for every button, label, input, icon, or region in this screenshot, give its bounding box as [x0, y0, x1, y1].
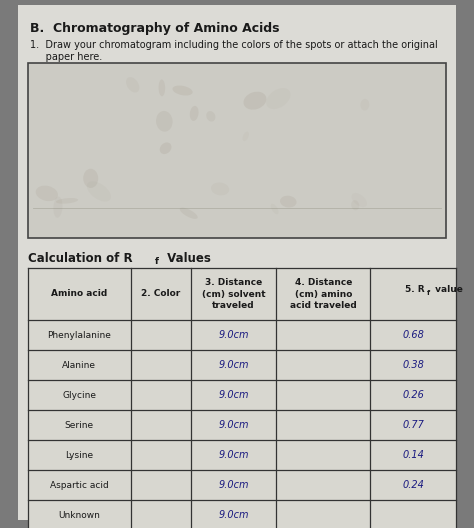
Text: Phenylalanine: Phenylalanine [47, 331, 111, 340]
Ellipse shape [351, 200, 359, 210]
Text: f: f [427, 290, 430, 296]
Text: Calculation of R: Calculation of R [28, 252, 133, 265]
Text: 9.0cm: 9.0cm [218, 420, 249, 430]
Text: 2. Color: 2. Color [141, 289, 180, 298]
Text: 0.14: 0.14 [402, 450, 424, 460]
Text: 5. R: 5. R [405, 285, 425, 294]
Text: Unknown: Unknown [58, 511, 100, 520]
Text: B.  Chromatography of Amino Acids: B. Chromatography of Amino Acids [30, 22, 280, 35]
Text: Aspartic acid: Aspartic acid [50, 480, 109, 489]
Text: Serine: Serine [65, 420, 94, 429]
Ellipse shape [180, 208, 198, 219]
Text: Lysine: Lysine [65, 450, 93, 459]
Text: 0.68: 0.68 [402, 330, 424, 340]
Ellipse shape [126, 77, 139, 92]
Ellipse shape [360, 99, 369, 110]
Text: 9.0cm: 9.0cm [218, 360, 249, 370]
Ellipse shape [244, 92, 266, 110]
Text: Alanine: Alanine [63, 361, 96, 370]
Text: 0.38: 0.38 [402, 360, 424, 370]
Ellipse shape [173, 86, 192, 96]
Ellipse shape [56, 198, 78, 204]
Text: f: f [155, 257, 159, 266]
Text: Values: Values [163, 252, 211, 265]
Text: 9.0cm: 9.0cm [218, 450, 249, 460]
Ellipse shape [159, 79, 165, 96]
FancyBboxPatch shape [28, 63, 446, 238]
Ellipse shape [206, 111, 215, 121]
FancyBboxPatch shape [28, 268, 456, 528]
Ellipse shape [280, 196, 297, 208]
Text: 4. Distance
(cm) amino
acid traveled: 4. Distance (cm) amino acid traveled [290, 278, 357, 310]
Ellipse shape [54, 196, 63, 218]
Text: 9.0cm: 9.0cm [218, 480, 249, 490]
Text: Glycine: Glycine [63, 391, 96, 400]
Text: value: value [432, 285, 463, 294]
Ellipse shape [211, 183, 229, 195]
Ellipse shape [36, 186, 58, 201]
Ellipse shape [156, 111, 173, 131]
Ellipse shape [83, 169, 98, 188]
Ellipse shape [190, 106, 199, 121]
Text: Amino acid: Amino acid [51, 289, 108, 298]
Text: 3. Distance
(cm) solvent
traveled: 3. Distance (cm) solvent traveled [201, 278, 265, 310]
Text: 9.0cm: 9.0cm [218, 330, 249, 340]
Text: 0.26: 0.26 [402, 390, 424, 400]
FancyBboxPatch shape [18, 5, 456, 520]
Text: 9.0cm: 9.0cm [218, 510, 249, 520]
Text: paper here.: paper here. [30, 52, 102, 62]
Ellipse shape [160, 143, 172, 154]
Text: 1.  Draw your chromatogram including the colors of the spots or attach the origi: 1. Draw your chromatogram including the … [30, 40, 438, 50]
Text: 9.0cm: 9.0cm [218, 390, 249, 400]
Text: 0.24: 0.24 [402, 480, 424, 490]
Text: 0.77: 0.77 [402, 420, 424, 430]
